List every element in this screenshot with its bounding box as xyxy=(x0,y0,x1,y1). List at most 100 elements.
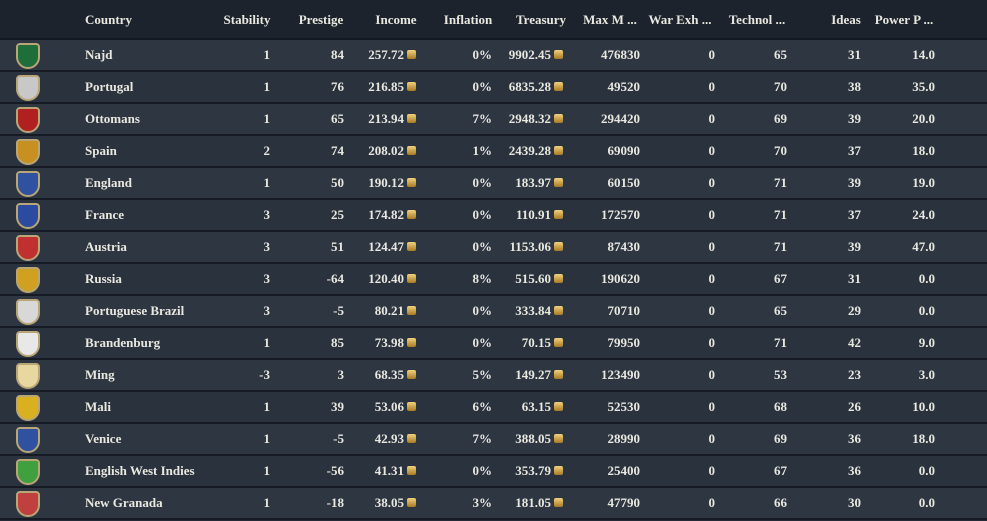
table-cell: 0% xyxy=(472,303,493,318)
table-cell: -5 xyxy=(333,303,344,318)
country-name: Portuguese Brazil xyxy=(85,303,185,318)
table-cell: 8% xyxy=(472,271,493,286)
table-cell: 39 xyxy=(848,239,861,254)
table-cell: 0 xyxy=(708,47,716,62)
table-cell: 2439.28 xyxy=(508,143,551,158)
table-row[interactable] xyxy=(0,264,987,296)
table-cell: 5% xyxy=(472,367,493,382)
table-cell: 6% xyxy=(472,399,493,414)
table-row[interactable] xyxy=(0,296,987,328)
table-cell: 74 xyxy=(331,143,344,158)
table-cell: 30 xyxy=(848,495,861,510)
table-cell: 0.0 xyxy=(918,271,935,286)
table-cell: 0.0 xyxy=(918,303,935,318)
table-row[interactable] xyxy=(0,232,987,264)
table-cell: 84 xyxy=(331,47,344,62)
table-cell: 39 xyxy=(848,111,861,126)
table-cell: -5 xyxy=(333,431,344,446)
table-row[interactable] xyxy=(0,104,987,136)
table-cell: 79950 xyxy=(607,335,641,350)
table-cell: 35.0 xyxy=(912,79,935,94)
ducat-icon xyxy=(554,402,563,411)
table-row[interactable] xyxy=(0,40,987,72)
table-cell: 67 xyxy=(774,271,787,286)
table-cell: 3 xyxy=(337,367,345,382)
ducat-icon xyxy=(554,434,563,443)
table-cell: 28990 xyxy=(607,431,641,446)
country-name: New Granada xyxy=(85,495,163,510)
table-cell: 0% xyxy=(472,47,493,62)
column-header[interactable]: Treasury xyxy=(515,12,567,27)
table-cell: 9.0 xyxy=(918,335,935,350)
table-cell: 29 xyxy=(848,303,861,318)
table-cell: 50 xyxy=(331,175,344,190)
table-cell: 14.0 xyxy=(912,47,935,62)
country-name: Mali xyxy=(85,399,111,414)
ducat-icon xyxy=(407,306,416,315)
table-cell: 49520 xyxy=(607,79,641,94)
table-cell: 0 xyxy=(708,399,716,414)
table-cell: 69 xyxy=(774,111,787,126)
table-row[interactable] xyxy=(0,424,987,456)
column-header[interactable]: Power P ... xyxy=(874,12,934,27)
ducat-icon xyxy=(554,370,563,379)
table-cell: 39 xyxy=(848,175,861,190)
table-row[interactable] xyxy=(0,392,987,424)
country-name: Najd xyxy=(85,47,113,62)
table-cell: 41.31 xyxy=(374,463,404,478)
table-row[interactable] xyxy=(0,136,987,168)
table-row[interactable] xyxy=(0,168,987,200)
column-header[interactable]: Stability xyxy=(223,12,271,27)
column-header[interactable]: Income xyxy=(375,12,417,27)
table-cell: 38.05 xyxy=(374,495,404,510)
table-cell: 1 xyxy=(263,463,271,478)
column-header[interactable]: Country xyxy=(85,12,132,27)
country-shield xyxy=(16,267,40,293)
table-row[interactable] xyxy=(0,488,987,520)
table-cell: 67 xyxy=(774,463,787,478)
ducat-icon xyxy=(407,242,416,251)
table-cell: 71 xyxy=(774,207,787,222)
column-header[interactable]: War Exh ... xyxy=(648,12,712,27)
ducat-icon xyxy=(554,274,563,283)
table-cell: 0 xyxy=(708,79,716,94)
table-cell: 73.98 xyxy=(374,335,404,350)
table-cell: 20.0 xyxy=(912,111,935,126)
table-row[interactable] xyxy=(0,72,987,104)
table-cell: 51 xyxy=(331,239,344,254)
column-header[interactable]: Max M ... xyxy=(583,12,637,27)
table-cell: 70710 xyxy=(607,303,641,318)
table-cell: 6835.28 xyxy=(508,79,551,94)
column-header[interactable]: Prestige xyxy=(298,12,344,27)
column-header[interactable]: Inflation xyxy=(443,12,493,27)
table-cell: 120.40 xyxy=(368,271,404,286)
table-row[interactable] xyxy=(0,360,987,392)
table-row[interactable] xyxy=(0,328,987,360)
ducat-icon xyxy=(407,434,416,443)
table-cell: 388.05 xyxy=(515,431,551,446)
country-shield xyxy=(16,427,40,453)
table-cell: 31 xyxy=(848,47,861,62)
table-cell: 1% xyxy=(472,143,493,158)
table-cell: 9902.45 xyxy=(508,47,551,62)
table-cell: 353.79 xyxy=(515,463,551,478)
column-header[interactable]: Technol ... xyxy=(728,12,786,27)
table-cell: 71 xyxy=(774,239,787,254)
table-cell: 10.0 xyxy=(912,399,935,414)
table-cell: 0 xyxy=(708,207,716,222)
ducat-icon xyxy=(554,82,563,91)
table-cell: 26 xyxy=(848,399,861,414)
table-row[interactable] xyxy=(0,200,987,232)
table-cell: 216.85 xyxy=(368,79,404,94)
header-bar xyxy=(0,0,987,40)
country-shield xyxy=(16,459,40,485)
ducat-icon xyxy=(407,50,416,59)
table-cell: 42.93 xyxy=(374,431,404,446)
country-shield xyxy=(16,235,40,261)
column-header[interactable]: Ideas xyxy=(831,12,861,27)
table-row[interactable] xyxy=(0,456,987,488)
table-cell: 1 xyxy=(263,175,271,190)
table-cell: -56 xyxy=(326,463,344,478)
table-cell: 0 xyxy=(708,175,716,190)
table-cell: 0 xyxy=(708,303,716,318)
